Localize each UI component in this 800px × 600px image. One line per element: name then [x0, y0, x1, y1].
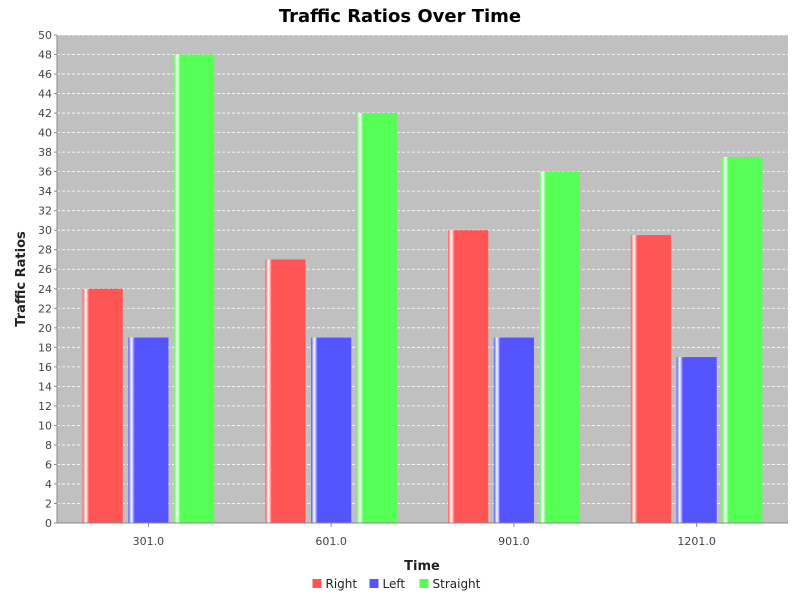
y-tick-label: 2 [45, 497, 52, 510]
y-tick-label: 8 [45, 439, 52, 452]
bar-left-2 [311, 337, 352, 523]
bar-straight-4 [722, 157, 763, 523]
bar-right-1 [82, 288, 123, 523]
x-tick-label: 601.0 [315, 535, 347, 548]
bar-straight-2 [356, 113, 397, 523]
bar-right-2 [265, 259, 306, 523]
y-tick-label: 20 [38, 322, 52, 335]
x-ticks: 301.0 601.0 901.0 1201.0 [133, 523, 716, 548]
y-tick-label: 18 [38, 341, 52, 354]
legend-swatch-straight [419, 579, 429, 588]
y-tick-label: 12 [38, 400, 52, 413]
bar-left-4 [676, 357, 717, 523]
legend-label-straight: Straight [433, 577, 481, 591]
legend: Right Left Straight [312, 577, 481, 591]
y-tick-label: 32 [38, 205, 52, 218]
y-axis-label: Traffic Ratios [14, 231, 29, 327]
y-tick-label: 46 [38, 68, 52, 81]
legend-label-left: Left [383, 577, 406, 591]
x-tick-label: 901.0 [498, 535, 530, 548]
legend-label-right: Right [326, 577, 358, 591]
bar-straight-1 [173, 54, 215, 524]
bar-straight-3 [539, 171, 580, 523]
x-axis-label: Time [404, 559, 440, 574]
y-tick-label: 10 [38, 419, 52, 432]
y-tick-label: 16 [38, 361, 52, 374]
y-tick-label: 22 [38, 302, 52, 315]
axes [56, 35, 788, 524]
y-tick-label: 36 [38, 166, 52, 179]
y-tick-label: 42 [38, 107, 52, 120]
bar-left-1 [128, 337, 169, 523]
y-tick-label: 4 [45, 478, 52, 491]
y-tick-label: 40 [38, 127, 52, 140]
legend-swatch-right [312, 579, 322, 588]
chart-title: Traffic Ratios Over Time [279, 6, 521, 27]
y-tick-label: 34 [38, 185, 52, 198]
y-tick-label: 48 [38, 49, 52, 62]
y-tick-label: 26 [38, 263, 52, 276]
legend-swatch-left [369, 579, 379, 588]
y-tick-label: 28 [38, 244, 52, 257]
y-tick-label: 6 [45, 458, 52, 471]
bar-right-4 [630, 235, 672, 523]
bar-left-3 [493, 337, 534, 523]
y-tick-label: 38 [38, 146, 52, 159]
y-tick-label: 14 [38, 380, 52, 393]
bar-right-3 [448, 230, 489, 523]
bars [82, 54, 763, 524]
x-tick-label: 301.0 [133, 535, 165, 548]
y-tick-label: 44 [38, 88, 52, 101]
y-tick-label: 0 [45, 517, 52, 530]
y-tick-label: 24 [38, 283, 52, 296]
y-ticks: 0246810121416182022242628303234363840424… [38, 29, 57, 530]
x-tick-label: 1201.0 [677, 535, 716, 548]
y-tick-label: 50 [38, 29, 52, 42]
y-tick-label: 30 [38, 224, 52, 237]
